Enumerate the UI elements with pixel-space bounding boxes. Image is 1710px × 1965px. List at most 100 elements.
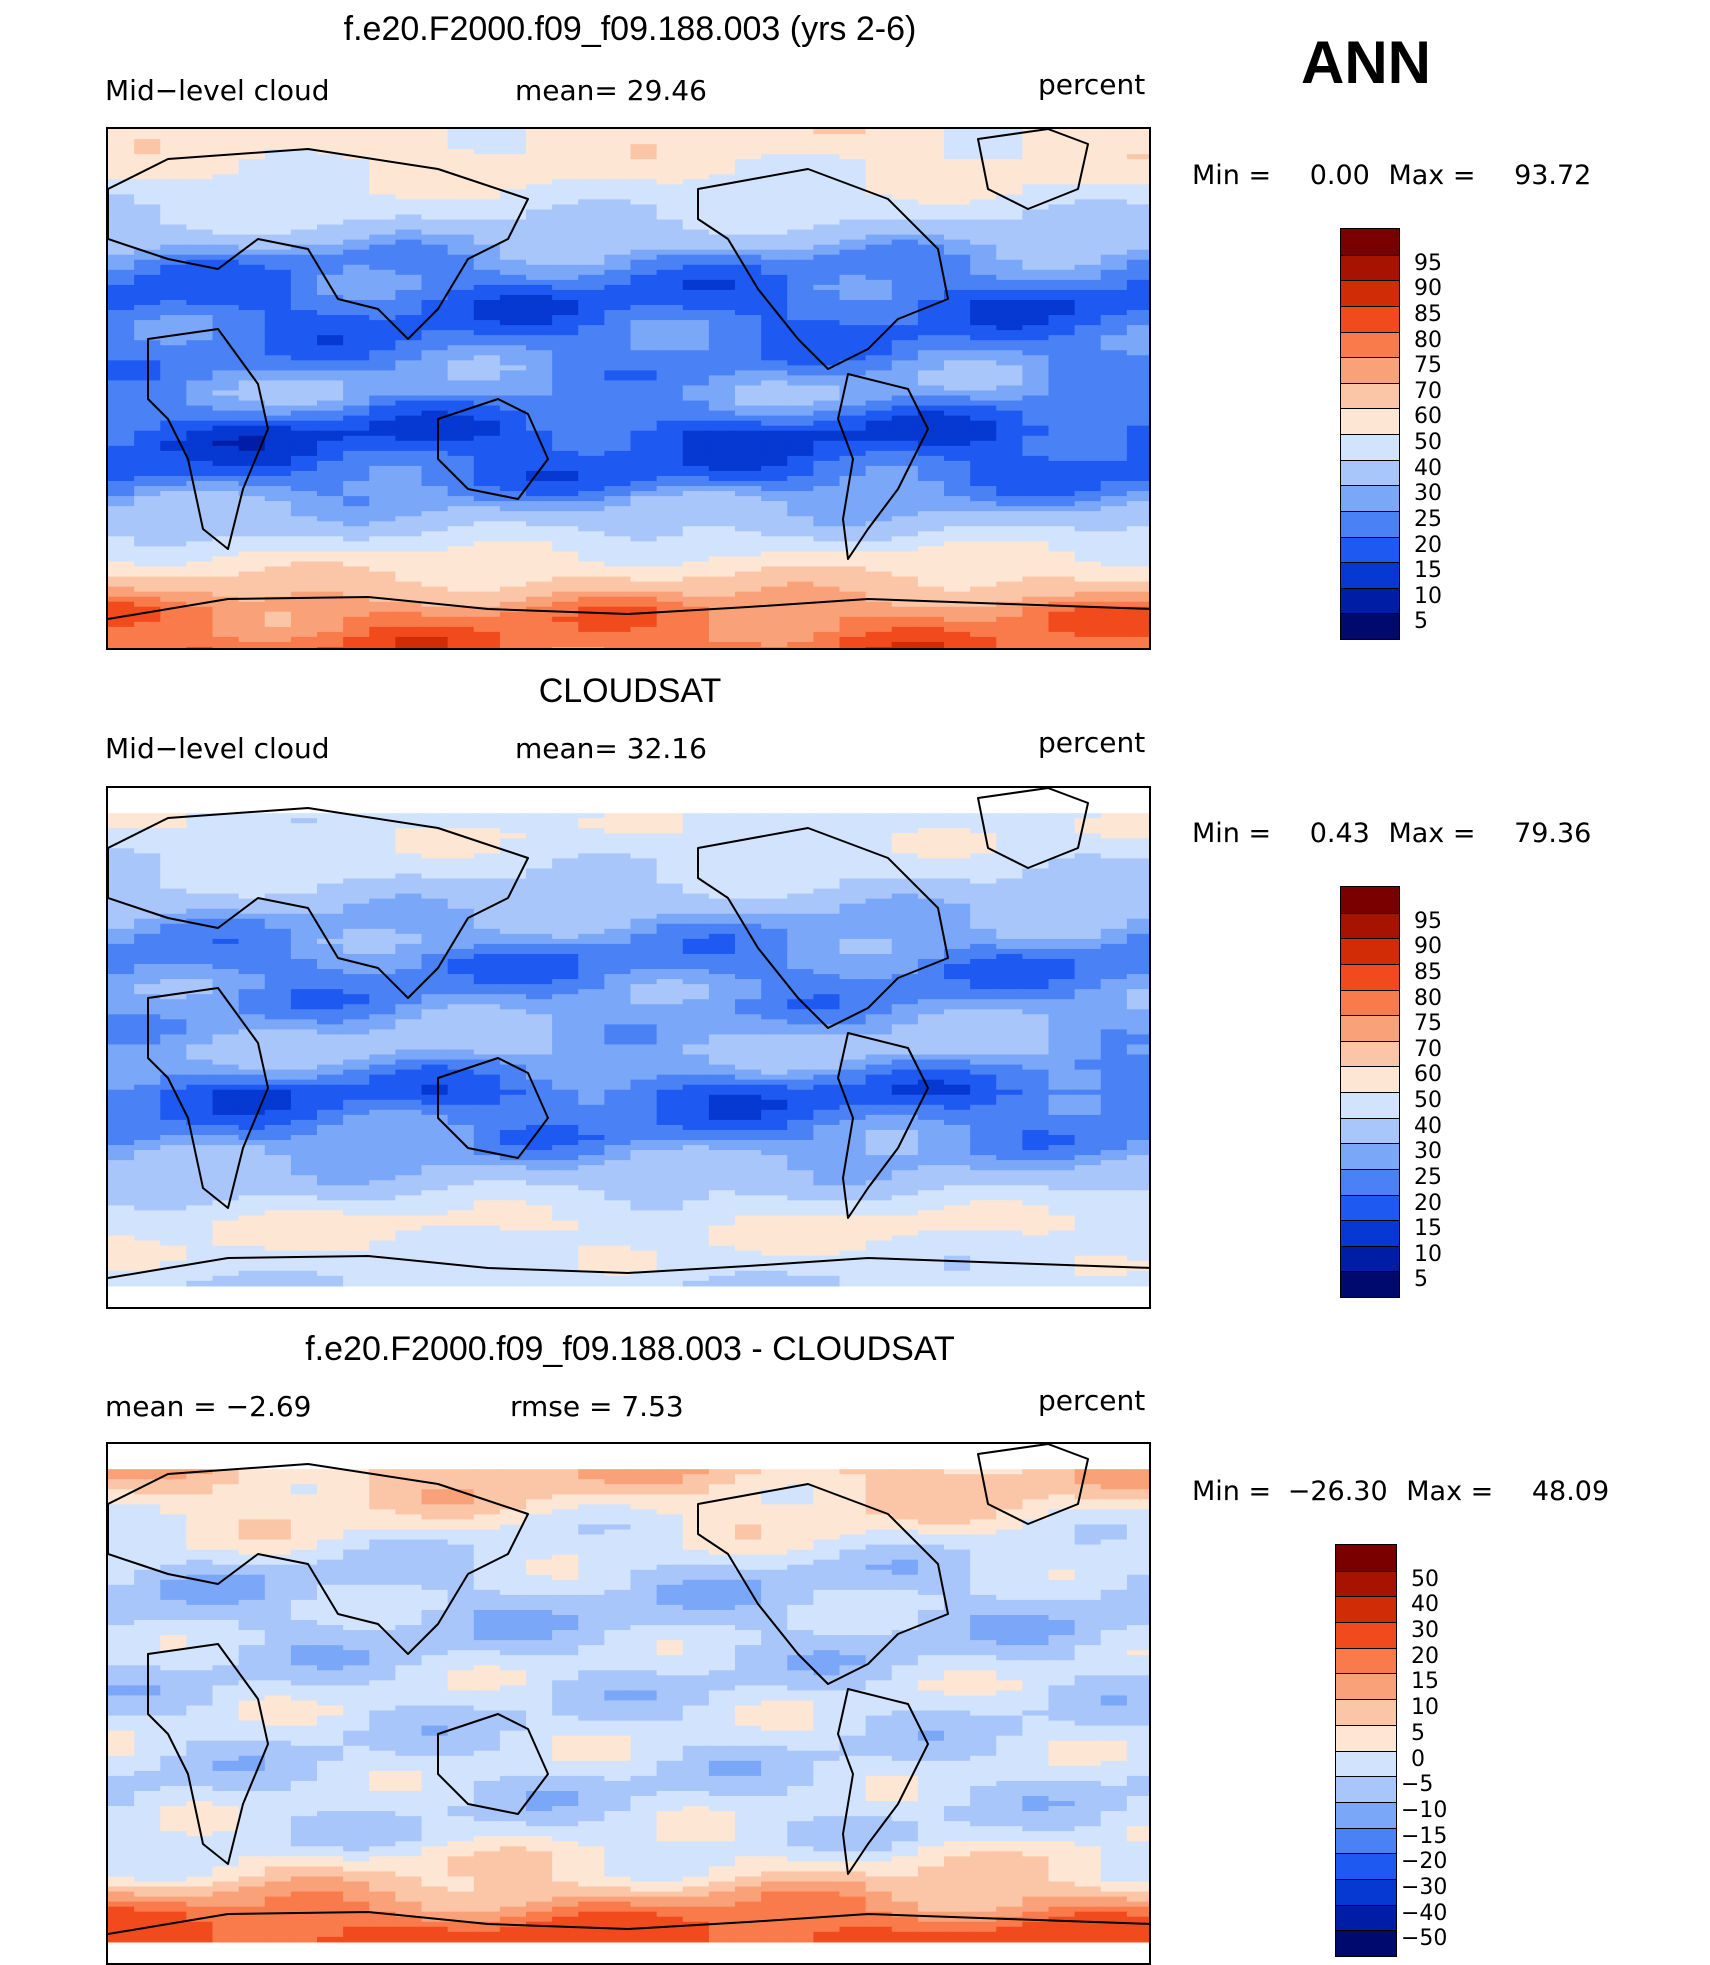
colorbar-cell <box>1341 254 1399 281</box>
field-cell <box>499 470 527 477</box>
field-cell <box>108 355 135 361</box>
field-cell <box>1100 475 1128 482</box>
field-cell <box>1022 385 1050 392</box>
field-cell <box>630 566 658 573</box>
field-cell <box>1126 159 1149 165</box>
field-cell <box>499 310 527 316</box>
field-cell <box>499 254 527 261</box>
field-cell <box>735 164 762 170</box>
field-cell <box>1126 254 1149 261</box>
field-cell <box>238 390 266 397</box>
field-cell <box>108 375 135 382</box>
field-cell <box>813 189 841 195</box>
field-cell <box>552 450 579 457</box>
field-cell <box>238 611 266 618</box>
field-cell <box>708 144 736 150</box>
field-cell <box>343 395 370 402</box>
field-cell <box>917 345 945 351</box>
field-cell <box>1048 224 1076 231</box>
field-cell <box>421 898 449 905</box>
field-cell <box>682 481 710 487</box>
field-cell <box>317 249 344 256</box>
field-cell <box>1048 818 1076 824</box>
field-cell <box>578 410 605 417</box>
field-cell <box>526 596 553 603</box>
field-cell <box>996 611 1023 618</box>
field-cell <box>578 355 605 361</box>
field-cell <box>186 370 214 377</box>
field-cell <box>630 365 658 371</box>
field-cell <box>290 184 318 190</box>
field-cell <box>212 838 240 844</box>
field-cell <box>813 184 841 190</box>
field-cell <box>499 400 527 407</box>
field-cell <box>369 838 396 844</box>
field-cell <box>1048 274 1076 281</box>
field-cell <box>1126 320 1149 326</box>
field-cell <box>526 214 553 221</box>
field-cell <box>473 903 501 910</box>
field-cell <box>134 486 161 492</box>
field-cell <box>369 204 396 211</box>
field-cell <box>944 828 971 834</box>
field-cell <box>369 134 396 140</box>
field-cell <box>108 264 135 271</box>
field-cell <box>578 430 605 437</box>
field-cell <box>1074 139 1102 145</box>
field-cell <box>238 375 266 382</box>
field-cell <box>160 465 187 472</box>
field-cell <box>970 264 997 271</box>
field-cell <box>186 626 214 633</box>
field-cell <box>369 330 396 336</box>
field-cell <box>317 169 344 175</box>
field-cell <box>735 320 762 326</box>
field-cell <box>343 838 370 844</box>
field-cell <box>290 435 318 442</box>
field-cell <box>447 159 475 165</box>
field-cell <box>813 209 841 216</box>
field-cell <box>944 209 971 216</box>
field-cell <box>630 129 658 135</box>
field-cell <box>499 631 527 638</box>
field-cell <box>473 274 501 281</box>
field-cell <box>865 209 893 216</box>
field-cell <box>395 204 423 211</box>
field-cell <box>630 888 658 895</box>
field-cell <box>369 355 396 361</box>
field-cell <box>578 164 605 170</box>
field-cell <box>160 536 187 542</box>
field-cell <box>708 405 736 412</box>
field-cell <box>656 189 684 195</box>
field-cell <box>630 395 658 402</box>
field-cell <box>970 335 997 341</box>
field-cell <box>996 279 1023 286</box>
field-cell <box>290 576 318 583</box>
field-cell <box>787 546 814 553</box>
field-cell <box>343 194 370 201</box>
field-cell <box>264 214 292 221</box>
field-cell <box>395 325 423 331</box>
field-cell <box>186 878 214 885</box>
field-cell <box>1048 626 1076 633</box>
field-cell <box>891 299 919 306</box>
field-cell <box>186 526 214 532</box>
field-cell <box>212 440 240 447</box>
field-cell <box>526 279 553 286</box>
field-cell <box>290 199 318 206</box>
field-cell <box>160 385 187 392</box>
field-cell <box>1126 883 1149 890</box>
field-cell <box>473 355 501 361</box>
field-cell <box>421 506 449 512</box>
field-cell <box>369 199 396 206</box>
field-cell <box>264 144 292 150</box>
field-cell <box>447 576 475 583</box>
field-cell <box>630 174 658 180</box>
field-cell <box>944 239 971 246</box>
field-cell <box>735 546 762 553</box>
field-cell <box>395 279 423 286</box>
field-cell <box>186 179 214 185</box>
field-cell <box>134 611 161 618</box>
field-cell <box>447 440 475 447</box>
field-cell <box>970 139 997 145</box>
field-cell <box>682 903 710 910</box>
